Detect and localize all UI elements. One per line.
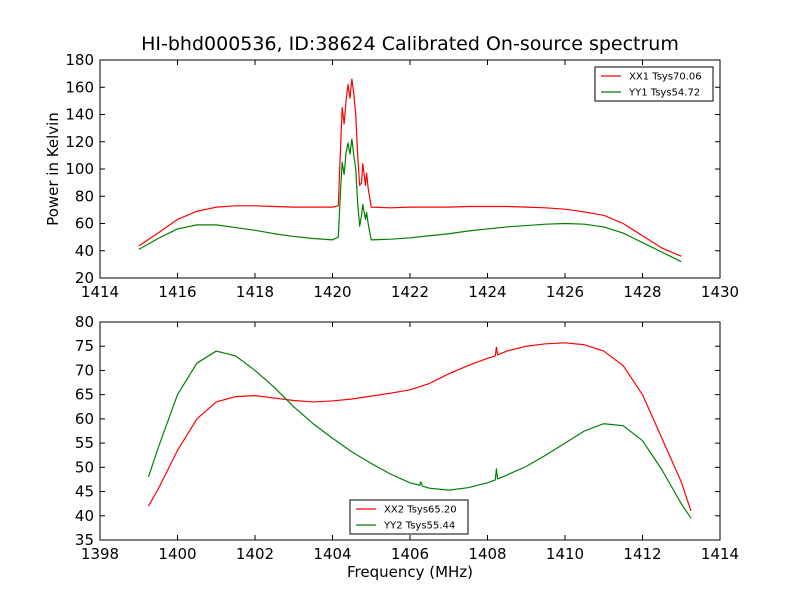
y-tick-label: 50: [75, 458, 94, 476]
x-tick-label: 1404: [313, 545, 351, 563]
y-tick-label: 35: [75, 531, 94, 549]
legend-entry: YY1 Tsys54.72: [628, 88, 700, 99]
series-line-1-2: [138, 138, 682, 263]
x-tick-label: 1406: [391, 545, 429, 563]
x-tick-label: 1426: [546, 283, 584, 301]
series-line-2-1: [147, 342, 692, 512]
x-tick-label: 1416: [158, 283, 196, 301]
x-tick-label: 1430: [701, 283, 739, 301]
legend-entry: XX2 Tsys65.20: [384, 505, 457, 516]
x-tick-label: 1402: [236, 545, 274, 563]
legend-entry: YY2 Tsys55.44: [383, 521, 455, 532]
y-tick-label: 40: [75, 507, 94, 525]
y-tick-label: 160: [65, 78, 94, 96]
y-tick-label: 45: [75, 483, 94, 501]
y-tick-label: 40: [75, 242, 94, 260]
x-tick-label: 1414: [701, 545, 739, 563]
x-tick-label: 1422: [391, 283, 429, 301]
y-tick-label: 75: [75, 337, 94, 355]
y-tick-label: 120: [65, 133, 94, 151]
x-tick-label: 1400: [158, 545, 196, 563]
chart-panel-2: 1398 1400 1402 1404 1406 1408 1410 1412 1414 35 40…: [75, 313, 739, 581]
y-tick-label: 20: [75, 269, 94, 287]
y-tick-label: 100: [65, 160, 94, 178]
legend-box: [594, 66, 714, 102]
y-tick-label: 180: [65, 51, 94, 69]
series-line-2-2: [147, 350, 692, 519]
y-axis-label: Power in Kelvin: [44, 112, 62, 226]
x-tick-label: 1418: [236, 283, 274, 301]
x-tick-label: 1420: [313, 283, 351, 301]
x-tick-label: 1424: [468, 283, 506, 301]
y-tick-label: 70: [75, 361, 94, 379]
x-tick-label: 1412: [623, 545, 661, 563]
chart-panel-1: 1414 1416 1418 1420 1422 1424 1426 1428 1430 20 40…: [44, 51, 739, 301]
x-tick-label: 1398: [81, 545, 119, 563]
x-tick-label: 1428: [623, 283, 661, 301]
legend-box: [349, 499, 469, 535]
legend: XX1 Tsys70.06 YY1 Tsys54.72: [594, 66, 714, 102]
x-tick-label: 1408: [468, 545, 506, 563]
y-tick-label: 140: [65, 106, 94, 124]
series-line-1-1: [138, 78, 682, 257]
y-tick-label: 60: [75, 410, 94, 428]
y-tick-label: 60: [75, 215, 94, 233]
y-tick-label: 80: [75, 313, 94, 331]
legend: XX2 Tsys65.20 YY2 Tsys55.44: [349, 499, 469, 535]
legend-entry: XX1 Tsys70.06: [629, 72, 702, 83]
x-tick-label: 1414: [81, 283, 119, 301]
y-tick-label: 65: [75, 386, 94, 404]
y-tick-label: 80: [75, 187, 94, 205]
y-tick-label: 55: [75, 434, 94, 452]
x-axis-label: Frequency (MHz): [347, 563, 473, 581]
x-tick-label: 1410: [546, 545, 584, 563]
chart-title: HI-bhd000536, ID:38624 Calibrated On-sou…: [141, 33, 679, 55]
